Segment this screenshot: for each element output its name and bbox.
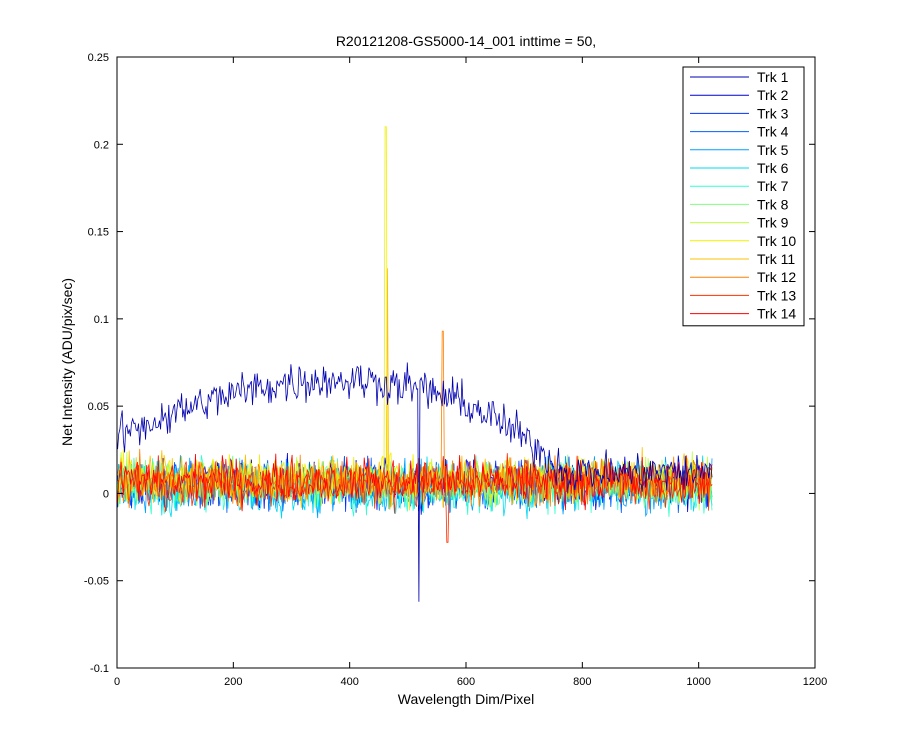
y-tick-label: -0.1 <box>90 663 109 675</box>
legend-entry-label: Trk 7 <box>757 178 789 194</box>
legend-entry-label: Trk 4 <box>757 124 789 140</box>
y-tick-label: 0.25 <box>88 52 109 64</box>
legend-entry-label: Trk 1 <box>757 69 789 85</box>
legend-entry-label: Trk 10 <box>757 233 796 249</box>
x-tick-label: 0 <box>114 676 120 688</box>
series-line-trk-13 <box>117 453 713 543</box>
x-tick-label: 600 <box>457 676 475 688</box>
legend-entry-label: Trk 13 <box>757 287 796 303</box>
ticks-layer: 0 200 400 600 800 1000 1200 -0.1 -0.05 0 0.05 0.1 0.… <box>84 52 827 688</box>
legend-entry-label: Trk 14 <box>757 306 796 322</box>
y-axis-title: Net Intensity (ADU/pix/sec) <box>59 278 75 446</box>
legend-box <box>682 66 805 327</box>
legend-entry-label: Trk 5 <box>757 142 789 158</box>
series-line-trk-1 <box>117 362 713 602</box>
legend-entry-label: Trk 3 <box>757 105 789 121</box>
chart-title: R20121208-GS5000-14_001 inttime = 50, <box>336 33 596 49</box>
x-tick-label: 200 <box>224 676 242 688</box>
legend-entry-label: Trk 11 <box>757 251 795 267</box>
legend: Trk 1 Trk 2 Trk 3 Trk 4 Trk 5 Trk 6 Trk 7 Trk 8… <box>682 66 805 327</box>
y-tick-label: 0.2 <box>94 139 109 151</box>
y-tick-label: -0.05 <box>84 576 109 588</box>
legend-entry-label: Trk 2 <box>757 87 789 103</box>
legend-entry-label: Trk 12 <box>757 269 796 285</box>
legend-entry-label: Trk 9 <box>757 215 789 231</box>
x-tick-label: 400 <box>340 676 358 688</box>
series-layer <box>117 126 713 602</box>
y-tick-label: 0.1 <box>94 314 109 326</box>
y-tick-label: 0.15 <box>88 227 109 239</box>
y-tick-label: 0 <box>103 488 109 500</box>
x-tick-label: 800 <box>573 676 591 688</box>
series-line-trk-12 <box>117 330 713 510</box>
x-tick-label: 1200 <box>803 676 827 688</box>
x-axis-title: Wavelength Dim/Pixel <box>398 691 534 707</box>
legend-entry-label: Trk 6 <box>757 160 789 176</box>
legend-entry-label: Trk 8 <box>757 196 789 212</box>
x-tick-label: 1000 <box>686 676 710 688</box>
y-tick-label: 0.05 <box>88 401 109 413</box>
